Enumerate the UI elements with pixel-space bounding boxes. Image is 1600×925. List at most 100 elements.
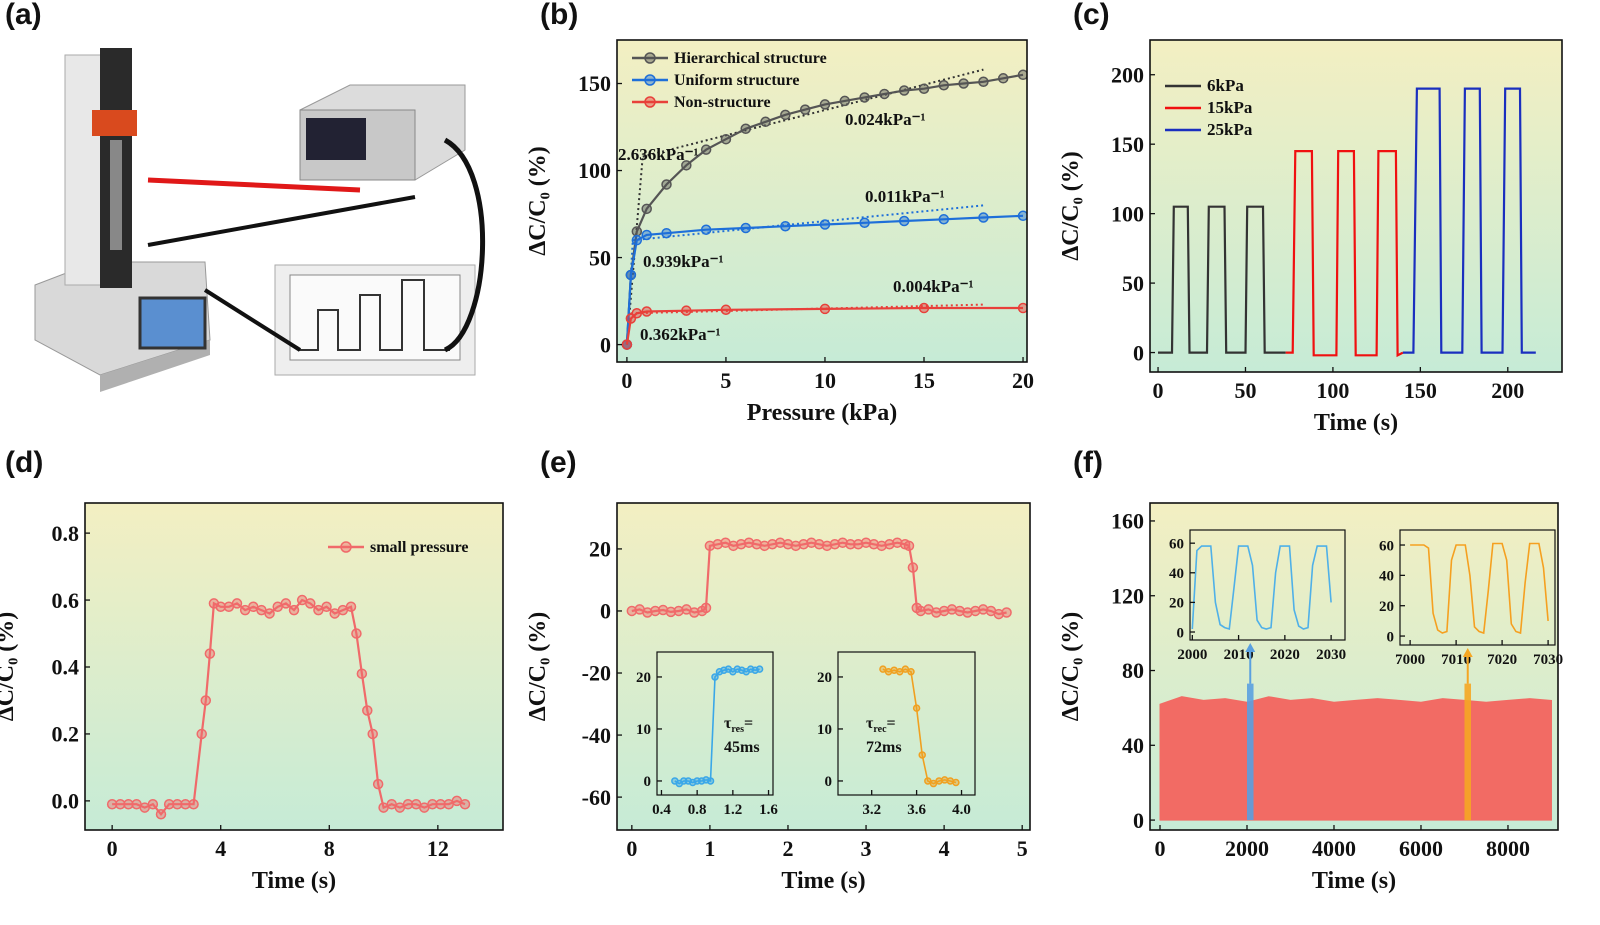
data-point — [839, 95, 851, 107]
data-point — [859, 217, 870, 229]
data-point — [180, 798, 191, 810]
annotation: 0.362kPa⁻¹ — [640, 325, 721, 344]
x-axis-label: Pressure (kPa) — [747, 400, 897, 426]
data-point — [915, 605, 926, 617]
x-tick-label: 8000 — [1486, 836, 1530, 861]
data-point — [898, 215, 910, 227]
data-point — [946, 604, 958, 615]
data-point — [879, 88, 890, 100]
data-point — [819, 99, 831, 110]
data-point — [720, 304, 732, 316]
y-tick-label: 0 — [600, 599, 611, 624]
y-tick-label: 100 — [1111, 201, 1144, 226]
data-point — [657, 604, 669, 616]
y-tick-label: 0.6 — [52, 588, 80, 613]
x-tick-label: 8 — [324, 836, 335, 861]
data-point — [706, 777, 715, 785]
highlight-bar — [1464, 683, 1472, 821]
data-point — [790, 540, 802, 552]
y-tick-label: 50 — [1122, 271, 1144, 296]
data-point — [938, 605, 950, 617]
data-point — [740, 222, 751, 234]
data-point — [188, 798, 199, 810]
data-point — [767, 539, 778, 550]
data-point — [626, 605, 638, 617]
data-point — [852, 539, 864, 550]
data-point — [799, 104, 811, 115]
data-point — [907, 668, 915, 676]
data-point — [782, 539, 794, 550]
y-tick-label: 60 — [1169, 536, 1184, 552]
annotation: 2.636kPa⁻¹ — [618, 145, 699, 164]
tau-subscript: rec — [873, 724, 887, 735]
y-axis-label: ΔC/C₀ (%) — [1058, 151, 1084, 261]
data-point — [860, 537, 872, 548]
data-point — [819, 303, 831, 315]
plot-area — [671, 665, 764, 788]
data-point — [876, 540, 887, 552]
series-line — [1158, 205, 1286, 354]
x-tick-label: 50 — [1234, 378, 1256, 403]
legend-label: 25kPa — [1207, 120, 1253, 139]
series-line — [1410, 542, 1549, 635]
legend-label: 6kPa — [1207, 76, 1244, 95]
data-point — [819, 219, 831, 230]
data-point — [868, 539, 880, 550]
series-line — [625, 306, 1023, 345]
x-tick-label: 15 — [913, 368, 935, 393]
data-point — [978, 212, 989, 223]
data-point — [755, 665, 764, 673]
data-point — [641, 306, 652, 317]
y-tick-label: 120 — [1111, 583, 1144, 608]
data-point — [163, 798, 175, 810]
series-line — [1402, 87, 1536, 354]
panel-label: (b) — [540, 0, 578, 31]
series-line — [625, 73, 1024, 345]
x-tick-label: 5 — [1017, 836, 1028, 861]
data-point — [958, 78, 969, 89]
x-tick-label: 4 — [939, 836, 950, 861]
y-tick-label: 0.2 — [52, 722, 80, 747]
y-tick-label: 200 — [1111, 62, 1144, 87]
tau-symbol: τ — [866, 715, 874, 732]
data-point — [993, 608, 1005, 620]
data-point — [907, 562, 919, 573]
annotation: 0.011kPa⁻¹ — [865, 187, 945, 206]
data-point — [735, 539, 747, 550]
data-point — [898, 85, 910, 96]
data-point — [903, 540, 915, 552]
data-point — [200, 695, 212, 706]
x-tick-label: 0.8 — [688, 802, 707, 818]
data-point — [204, 648, 216, 659]
area — [1159, 696, 1553, 821]
plot-area — [626, 537, 1012, 620]
fit-line — [642, 68, 984, 158]
legend-marker — [644, 96, 656, 108]
data-point — [780, 220, 791, 232]
data-point — [172, 798, 183, 810]
data-point — [642, 607, 653, 618]
data-point — [806, 537, 817, 548]
x-tick-label: 4000 — [1312, 836, 1356, 861]
x-tick-label: 0 — [107, 836, 118, 861]
y-tick-label: 40 — [1122, 733, 1144, 758]
data-point — [931, 607, 942, 618]
x-tick-label: 1 — [704, 836, 715, 861]
equals: = — [887, 715, 896, 732]
x-tick-label: 200 — [1491, 378, 1524, 403]
data-point — [1017, 69, 1027, 81]
panel-label: (d) — [5, 446, 43, 479]
x-tick-label: 2000 — [1177, 647, 1207, 663]
data-point — [351, 628, 362, 639]
data-point — [264, 608, 275, 619]
data-point — [912, 704, 921, 712]
data-point — [681, 305, 692, 316]
data-point — [621, 339, 633, 350]
data-point — [215, 601, 226, 613]
x-tick-label: 2 — [782, 836, 793, 861]
y-tick-label: 0 — [1133, 808, 1144, 833]
y-tick-label: -60 — [582, 785, 611, 810]
x-tick-label: 20 — [1012, 368, 1034, 393]
data-point — [700, 144, 712, 155]
